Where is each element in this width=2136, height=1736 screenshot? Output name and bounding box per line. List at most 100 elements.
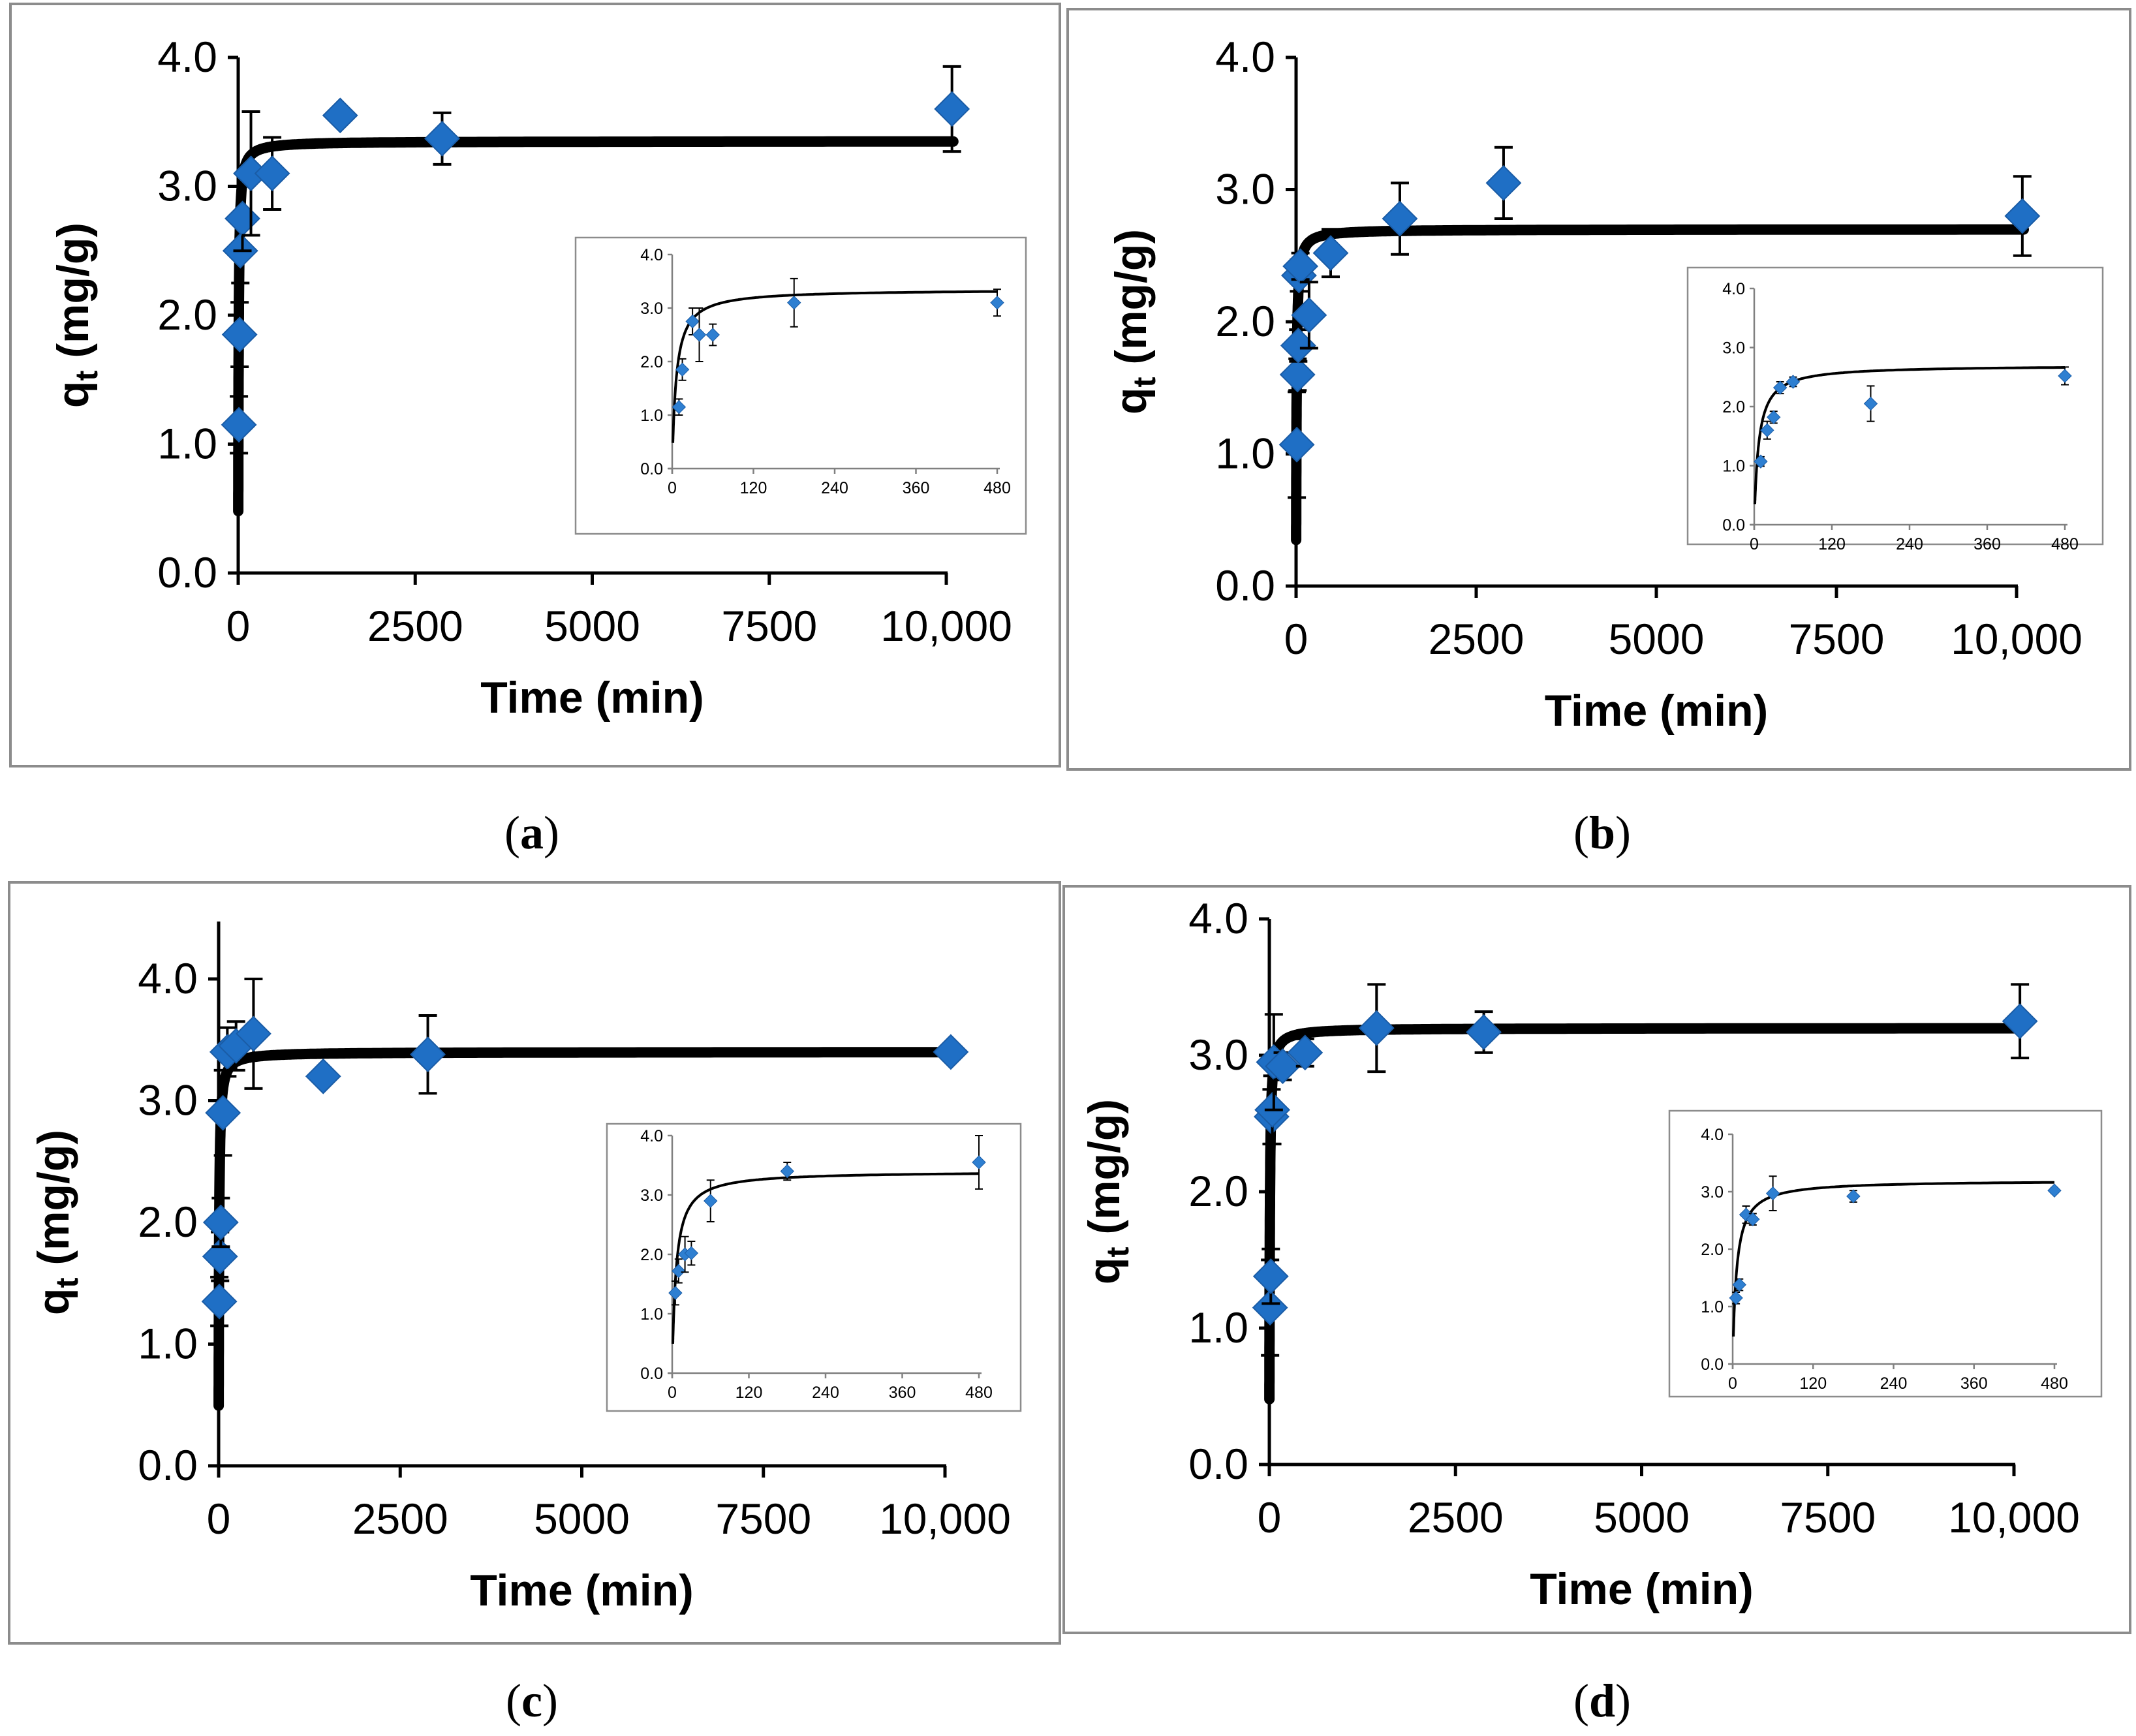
y-tick-label-c-3: 3.0 [138,1076,198,1124]
inset-y-tick-label-b-1: 1.0 [1722,457,1745,476]
y-tick-label-b-0: 0.0 [1215,561,1275,610]
x-tick-label-a-3: 7500 [721,602,817,650]
inset-x-tick-label-d-4: 480 [2041,1374,2068,1393]
inset-x-tick-label-a-1: 120 [740,479,767,497]
data-point-d-1 [1252,1258,1289,1294]
chart-panel-c: 0.0 1.0 2.0 3.0 4.0 0 2500 5000 7500 10,000 Time (… [29,922,1022,1615]
x-tick-label-d-0: 0 [1258,1493,1282,1542]
data-point-a-6 [322,97,358,134]
inset-data-point-a-4 [705,328,720,342]
inset-data-point-d-1 [1732,1277,1746,1292]
y-axis-title-d: qt (mg/g) [1079,1099,1136,1284]
inset-data-point-c-6 [972,1155,986,1170]
inset-data-point-c-4 [704,1194,718,1208]
inset-data-point-b-4 [1786,375,1801,389]
inset-b: 0.0 1.0 2.0 3.0 4.0 0 120 240 360 480 [1686,266,2104,553]
data-point-c-6 [236,1015,271,1052]
x-tick-label-a-0: 0 [226,602,251,650]
chart-panel-a: 0.0 1.0 2.0 3.0 4.0 0 2500 5000 7500 10,000 Time (… [48,33,1027,722]
inset-fit-line-c [672,1172,980,1345]
inset-x-tick-label-c-0: 0 [668,1384,677,1402]
x-tick-label-a-1: 2500 [367,602,463,650]
inset-x-tick-label-b-4: 480 [2051,535,2079,553]
inset-data-point-c-1 [672,1263,686,1279]
y-tick-label-a-2: 2.0 [157,290,217,339]
inset-data-point-d-3 [1746,1212,1760,1226]
inset-y-tick-label-d-3: 3.0 [1701,1183,1724,1201]
y-tick-label-d-0: 0.0 [1188,1440,1248,1488]
panel-label-d: (d) [1573,1675,1631,1727]
inset-data-point-a-6 [990,296,1004,310]
panel-label-a: (a) [504,807,559,859]
data-point-a-5 [254,155,290,192]
y-tick-label-d-3: 3.0 [1188,1031,1248,1079]
inset-x-tick-label-d-0: 0 [1728,1374,1737,1393]
inset-c: 0.0 1.0 2.0 3.0 4.0 0 120 240 360 480 [606,1123,1022,1412]
inset-fit-line-b [1754,366,2066,506]
inset-d: 0.0 1.0 2.0 3.0 4.0 0 120 240 360 480 [1668,1109,2103,1398]
inset-x-tick-label-c-3: 360 [889,1384,916,1402]
inset-x-tick-label-a-4: 480 [983,479,1011,497]
y-tick-label-b-2: 2.0 [1215,297,1275,345]
inset-x-tick-label-a-2: 240 [821,479,848,497]
data-point-b-8 [1485,164,1522,201]
y-tick-label-c-1: 1.0 [138,1320,198,1368]
x-tick-label-b-3: 7500 [1789,615,1885,663]
panel-label-b: (b) [1573,807,1631,859]
inset-y-tick-label-a-1: 1.0 [640,407,663,425]
data-point-d-5 [1265,1048,1301,1085]
data-point-c-9 [933,1034,969,1070]
inset-data-point-d-4 [1765,1186,1780,1201]
inset-data-point-d-5 [1846,1189,1861,1203]
x-tick-label-d-4: 10,000 [1948,1493,2080,1542]
chart-panel-d: 0.0 1.0 2.0 3.0 4.0 0 2500 5000 7500 10,000 Time (… [1079,894,2103,1614]
inset-y-tick-label-a-2: 2.0 [640,353,663,371]
x-tick-label-d-1: 2500 [1408,1493,1504,1542]
inset-y-tick-label-c-1: 1.0 [640,1305,663,1324]
data-point-a-3 [224,200,260,237]
inset-x-tick-label-d-3: 360 [1960,1374,1988,1393]
inset-y-tick-label-b-0: 0.0 [1722,516,1745,535]
data-point-d-0 [1252,1290,1288,1326]
y-tick-label-c-0: 0.0 [138,1441,198,1489]
inset-data-point-d-0 [1729,1291,1743,1305]
y-tick-label-b-4: 4.0 [1215,33,1275,81]
inset-frame-d [1668,1109,2103,1398]
x-tick-label-a-4: 10,000 [880,602,1012,650]
inset-a: 0.0 1.0 2.0 3.0 4.0 0 120 240 360 480 [574,236,1027,535]
inset-data-point-b-6 [2058,369,2072,383]
y-tick-label-b-3: 3.0 [1215,165,1275,213]
inset-x-tick-label-c-1: 120 [735,1384,763,1402]
inset-data-point-a-3 [692,328,707,342]
y-tick-label-a-3: 3.0 [157,162,217,210]
inset-fit-line-d [1732,1181,2054,1338]
inset-data-point-b-5 [1863,396,1878,411]
data-point-b-7 [1382,200,1418,237]
inset-x-tick-label-b-0: 0 [1750,535,1759,553]
x-tick-label-c-3: 7500 [715,1495,811,1543]
data-point-a-8 [934,91,970,127]
x-axis-title-a: Time (min) [480,673,704,722]
inset-data-point-b-2 [1767,410,1781,424]
data-point-c-7 [305,1058,341,1094]
y-axis-title-b: qt (mg/g) [1106,229,1162,414]
inset-data-point-c-0 [668,1286,683,1300]
inset-frame-b [1686,266,2104,546]
inset-y-tick-label-b-2: 2.0 [1722,398,1745,416]
inset-y-tick-label-c-3: 3.0 [640,1186,663,1205]
inset-x-tick-label-b-1: 120 [1818,535,1846,553]
x-tick-label-c-4: 10,000 [879,1495,1011,1543]
x-tick-label-b-2: 5000 [1609,615,1705,663]
inset-x-tick-label-d-1: 120 [1799,1374,1827,1393]
x-axis-title-c: Time (min) [470,1566,694,1615]
data-point-b-6 [1312,235,1349,271]
panel-label-c: (c) [506,1675,558,1727]
x-tick-label-b-1: 2500 [1429,615,1525,663]
data-point-c-3 [205,1094,241,1131]
panel-frame-a [9,3,1061,767]
data-point-d-6 [1287,1034,1323,1071]
inset-x-tick-label-b-3: 360 [1973,535,2001,553]
y-tick-label-d-1: 1.0 [1188,1303,1248,1352]
y-tick-label-c-2: 2.0 [138,1198,198,1246]
y-tick-label-a-1: 1.0 [157,420,217,468]
